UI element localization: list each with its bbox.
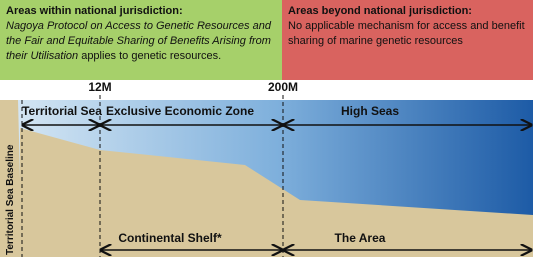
box-title: Areas within national jurisdiction: <box>6 4 276 19</box>
beyond-box: Areas beyond national jurisdiction: No a… <box>282 0 533 80</box>
seabed-label: The Area <box>335 231 386 245</box>
marker-label: 200M <box>268 80 298 94</box>
box-text-tail: applies to genetic resources. <box>78 50 221 62</box>
within-box: Areas within national jurisdiction: Nago… <box>0 0 282 80</box>
box-text: Nagoya Protocol on Access to Genetic Res… <box>6 20 271 62</box>
box-title: Areas beyond national jurisdiction: <box>288 4 527 19</box>
zone-label: Exclusive Economic Zone <box>106 104 254 118</box>
seabed-label: Continental Shelf* <box>118 231 222 245</box>
marker-label: 12M <box>88 80 111 94</box>
box-text: No applicable mechanism for access and b… <box>288 20 525 47</box>
page: 12M 200M Territorial Sea Exclusive Econo… <box>0 0 533 257</box>
zone-label: Territorial Sea <box>22 104 102 118</box>
baseline-label: Territorial Sea Baseline <box>5 144 16 255</box>
zone-label: High Seas <box>341 104 399 118</box>
